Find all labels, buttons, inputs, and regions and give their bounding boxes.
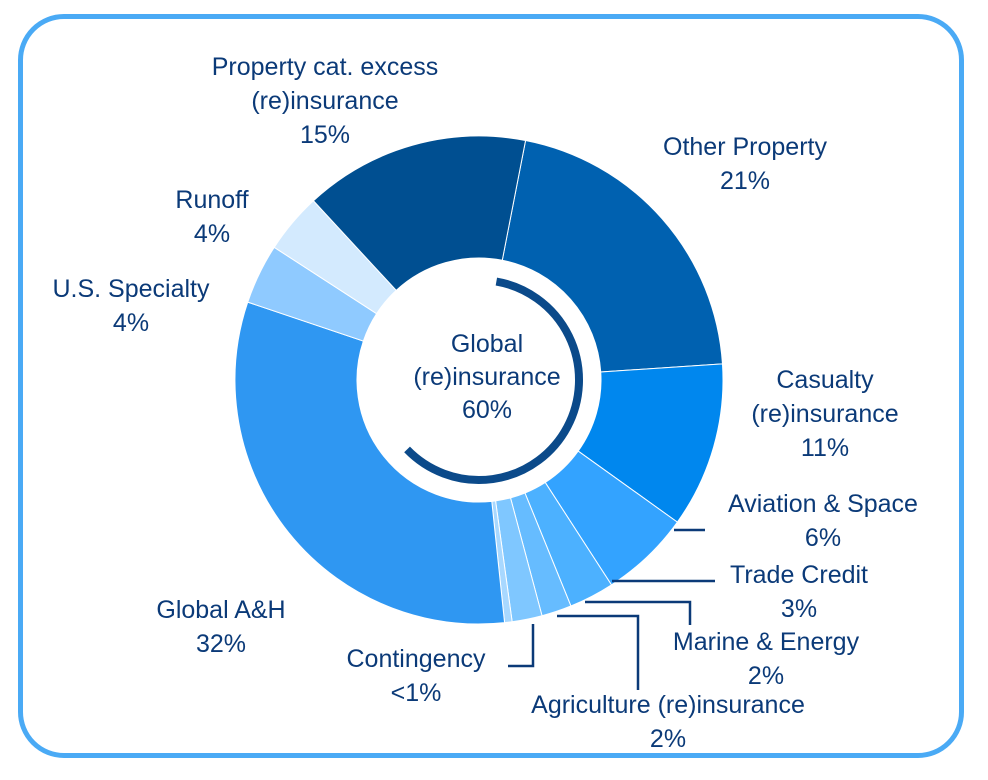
- label-other-property-name-1: Other Property: [663, 133, 827, 161]
- center-group: Global (re)insurance 60%: [404, 277, 583, 484]
- label-casualty-re-insurance-name-1: Casualty: [776, 366, 874, 394]
- label-u-s-specialty-name-1: U.S. Specialty: [52, 275, 210, 303]
- slices-group: [234, 135, 724, 625]
- label-aviation-space-value: 6%: [805, 524, 841, 552]
- label-aviation-space-name-1: Aviation & Space: [728, 490, 918, 518]
- labels-group: Other Property 21% Casualty (re)insurance 11…: [52, 53, 917, 753]
- label-casualty-re-insurance-name-2: (re)insurance: [751, 400, 898, 428]
- slice-global-a-h: [234, 301, 506, 625]
- label-agriculture-re-insurance-name-1: Agriculture (re)insurance: [531, 691, 805, 719]
- label-trade-credit-name-1: Trade Credit: [730, 561, 868, 589]
- label-property-cat-excess-re-insurance-name-2: (re)insurance: [251, 87, 398, 115]
- label-other-property-value: 21%: [720, 167, 770, 195]
- center-arc: [404, 277, 583, 484]
- label-property-cat-excess-re-insurance-name-1: Property cat. excess: [212, 53, 438, 81]
- label-marine-energy-name-1: Marine & Energy: [673, 628, 860, 656]
- leader-line-contingency: [508, 624, 535, 668]
- label-contingency-value: <1%: [391, 679, 442, 707]
- label-contingency-name-1: Contingency: [347, 645, 486, 673]
- label-runoff-name-1: Runoff: [175, 186, 248, 214]
- label-global-a-h-name-1: Global A&H: [156, 596, 285, 624]
- leader-lines-group: [508, 528, 715, 690]
- center-label-line-2: (re)insurance: [413, 363, 560, 391]
- leader-line-agriculture: [557, 614, 640, 690]
- label-marine-energy-value: 2%: [748, 662, 784, 690]
- slice-property-cat-excess-re-insurance: [312, 135, 527, 292]
- label-agriculture-re-insurance-value: 2%: [650, 725, 686, 753]
- label-trade-credit-value: 3%: [781, 595, 817, 623]
- center-label-value: 60%: [462, 396, 512, 424]
- label-casualty-re-insurance-value: 11%: [801, 434, 849, 462]
- center-label-line-1: Global: [451, 330, 523, 358]
- label-global-a-h-value: 32%: [196, 630, 246, 658]
- label-u-s-specialty-value: 4%: [113, 309, 149, 337]
- label-runoff-value: 4%: [194, 220, 230, 248]
- label-property-cat-excess-re-insurance-value: 15%: [300, 121, 350, 149]
- leader-line-marine-energy: [585, 600, 692, 625]
- slice-other-property: [501, 139, 724, 373]
